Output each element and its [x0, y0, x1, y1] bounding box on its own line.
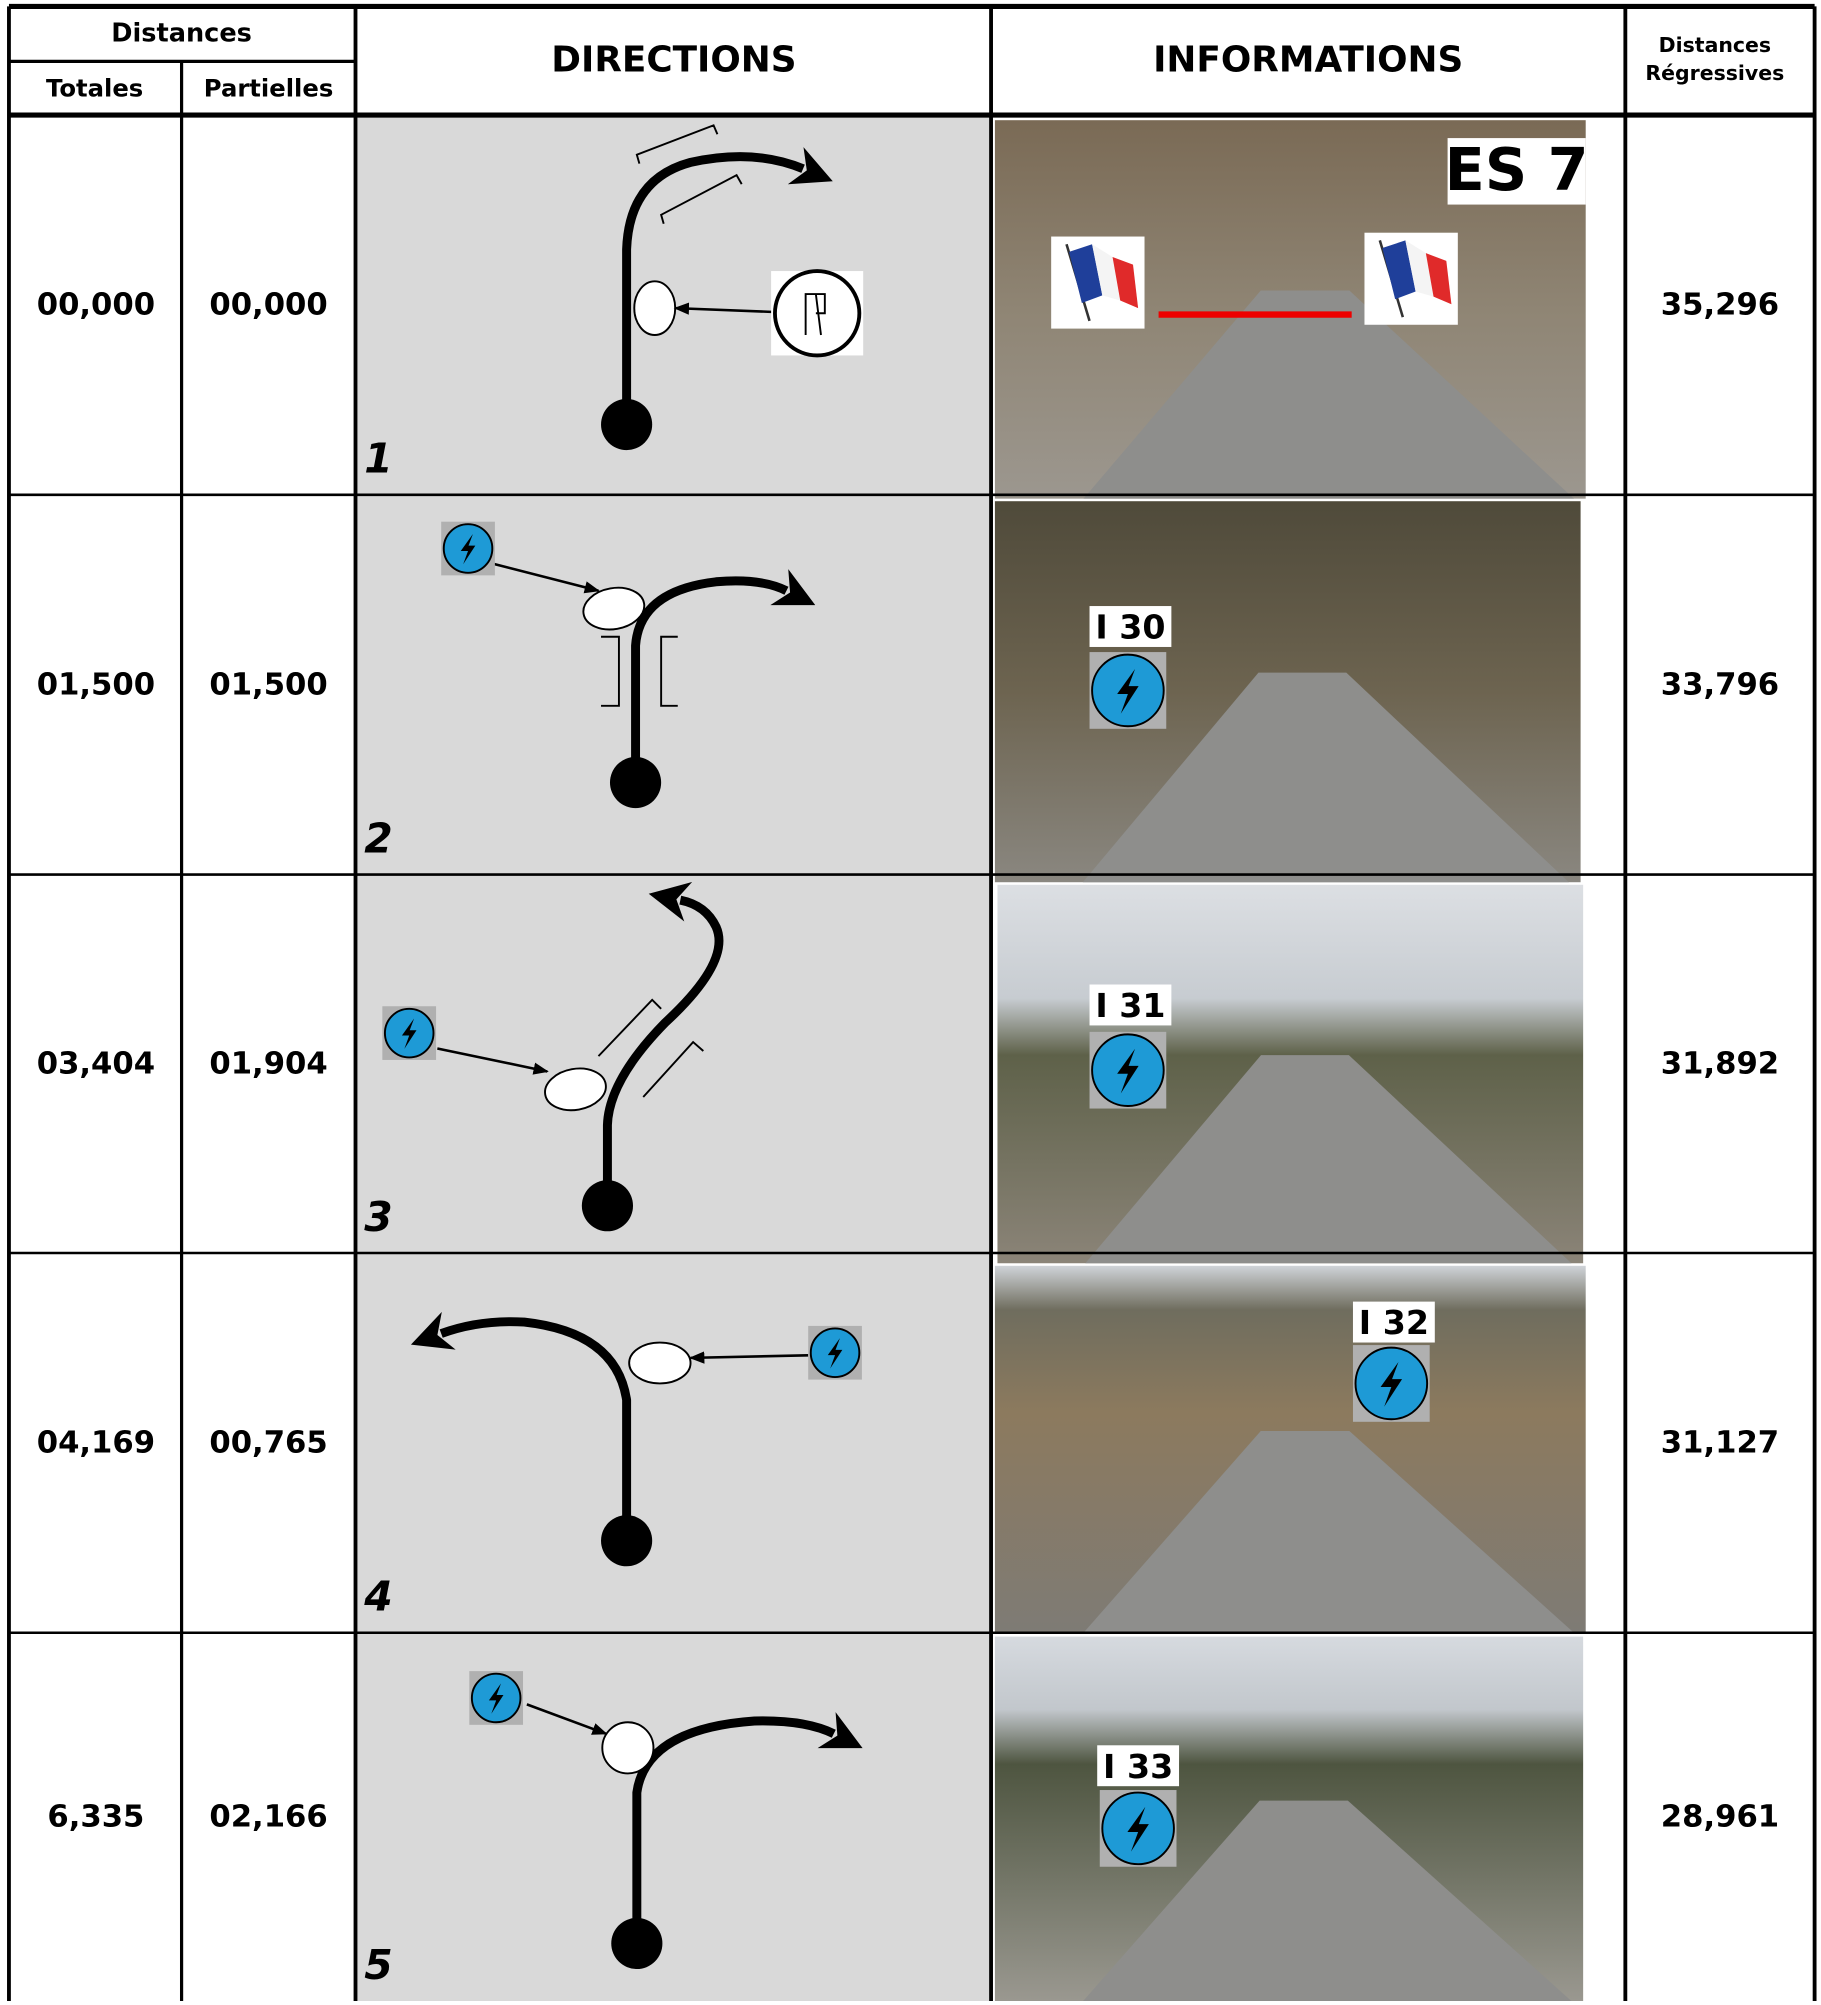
regressive-distance: 35,296 [1661, 288, 1779, 323]
total-distance: 01,500 [37, 667, 155, 702]
header-regressives: Régressives [1645, 61, 1784, 85]
radar-icon-bolt [460, 533, 476, 565]
start-dot [601, 398, 653, 451]
row-number: 4 [363, 1573, 392, 1621]
direction-cell [355, 1253, 992, 1633]
info-icon-bolt [1117, 1048, 1139, 1094]
partial-distance: 00,765 [209, 1426, 327, 1461]
radar-icon-bolt [488, 1683, 504, 1714]
route [631, 569, 816, 783]
pointer [689, 1351, 809, 1364]
partial-distance: 01,904 [209, 1047, 327, 1082]
flag [1051, 236, 1145, 329]
radar-icon-bolt [401, 1018, 417, 1049]
landmark [628, 1341, 692, 1385]
flag-red [1112, 256, 1139, 309]
header-totales: Totales [46, 74, 143, 103]
flag-white [1092, 244, 1121, 301]
road [1083, 1800, 1572, 2001]
road [1082, 672, 1569, 883]
total-distance: 03,404 [37, 1047, 155, 1082]
flag-white [1405, 240, 1434, 297]
start-dot [601, 1515, 653, 1567]
header-directions: DIRECTIONS [551, 39, 796, 80]
landmark [582, 586, 646, 631]
route [602, 881, 724, 1206]
control-glyph [804, 293, 826, 336]
info-label-box [1089, 984, 1172, 1026]
regressive-distance: 31,892 [1661, 1047, 1779, 1082]
header-partielles: Partielles [204, 74, 333, 103]
start-dot [611, 1917, 663, 1970]
route [632, 1712, 863, 1944]
direction-diagram: 4 [363, 1311, 862, 1621]
total-distance: 00,000 [37, 288, 155, 323]
info-label: I 33 [1103, 1747, 1173, 1786]
header-distances: Distances [111, 19, 252, 49]
partial-distance: 02,166 [209, 1800, 327, 1835]
flag-blue [1382, 240, 1416, 300]
flag-red [1425, 253, 1452, 305]
landmark [633, 280, 677, 336]
info-label: I 32 [1359, 1303, 1429, 1342]
info-icon-bolt [1117, 668, 1139, 714]
direction-diagram: 5 [364, 1671, 863, 1989]
header-regressives: Distances [1659, 33, 1771, 57]
photo: ES 7 [994, 120, 1589, 499]
info-label-box [1352, 1301, 1435, 1343]
info-label: I 30 [1095, 608, 1165, 647]
row-number: 5 [364, 1941, 392, 1989]
regressive-distance: 33,796 [1661, 667, 1779, 702]
start-dot [581, 1180, 634, 1232]
direction-cell [355, 1632, 992, 2001]
brackets [597, 998, 704, 1098]
row-number: 3 [364, 1193, 392, 1241]
pointer [437, 1047, 549, 1075]
info-label-box [1097, 1745, 1180, 1787]
header-informations: INFORMATIONS [1153, 39, 1463, 80]
direction-diagram: 2 [364, 521, 816, 862]
photo: I 31 [997, 884, 1584, 1264]
landmark [601, 1721, 655, 1775]
info-icon-bolt [1380, 1361, 1403, 1407]
direction-diagram: 3 [364, 881, 724, 1241]
info-label: ES 7 [1445, 135, 1589, 204]
regressive-distance: 28,961 [1661, 1800, 1779, 1835]
road [1083, 1430, 1574, 1633]
pointer [526, 1703, 608, 1735]
direction-diagram: 1 [364, 124, 864, 483]
total-distance: 6,335 [47, 1800, 144, 1835]
start-dot [609, 756, 662, 809]
pointer [493, 562, 600, 594]
pointer [673, 302, 774, 315]
info-label-box [1447, 138, 1586, 205]
row-number: 1 [364, 435, 392, 483]
brackets [635, 124, 743, 225]
landmark [544, 1067, 607, 1112]
route [410, 1311, 632, 1541]
info-label-box [1089, 606, 1172, 647]
total-distance: 04,169 [37, 1426, 155, 1461]
flag-blue [1069, 244, 1103, 304]
info-label: I 31 [1095, 986, 1165, 1025]
row-number: 2 [364, 814, 392, 862]
photo: I 30 [994, 501, 1581, 883]
partial-distance: 01,500 [209, 667, 327, 702]
road [1085, 1055, 1572, 1264]
partial-distance: 00,000 [209, 288, 327, 323]
info-icon-bolt [1127, 1806, 1149, 1852]
photo: I 32 [994, 1265, 1586, 1633]
regressive-distance: 31,127 [1661, 1426, 1779, 1461]
road [1083, 290, 1574, 499]
radar-icon-bolt [827, 1338, 843, 1369]
photo: I 33 [994, 1636, 1584, 2001]
brackets [601, 635, 678, 707]
route [622, 147, 833, 425]
flag [1364, 232, 1458, 325]
